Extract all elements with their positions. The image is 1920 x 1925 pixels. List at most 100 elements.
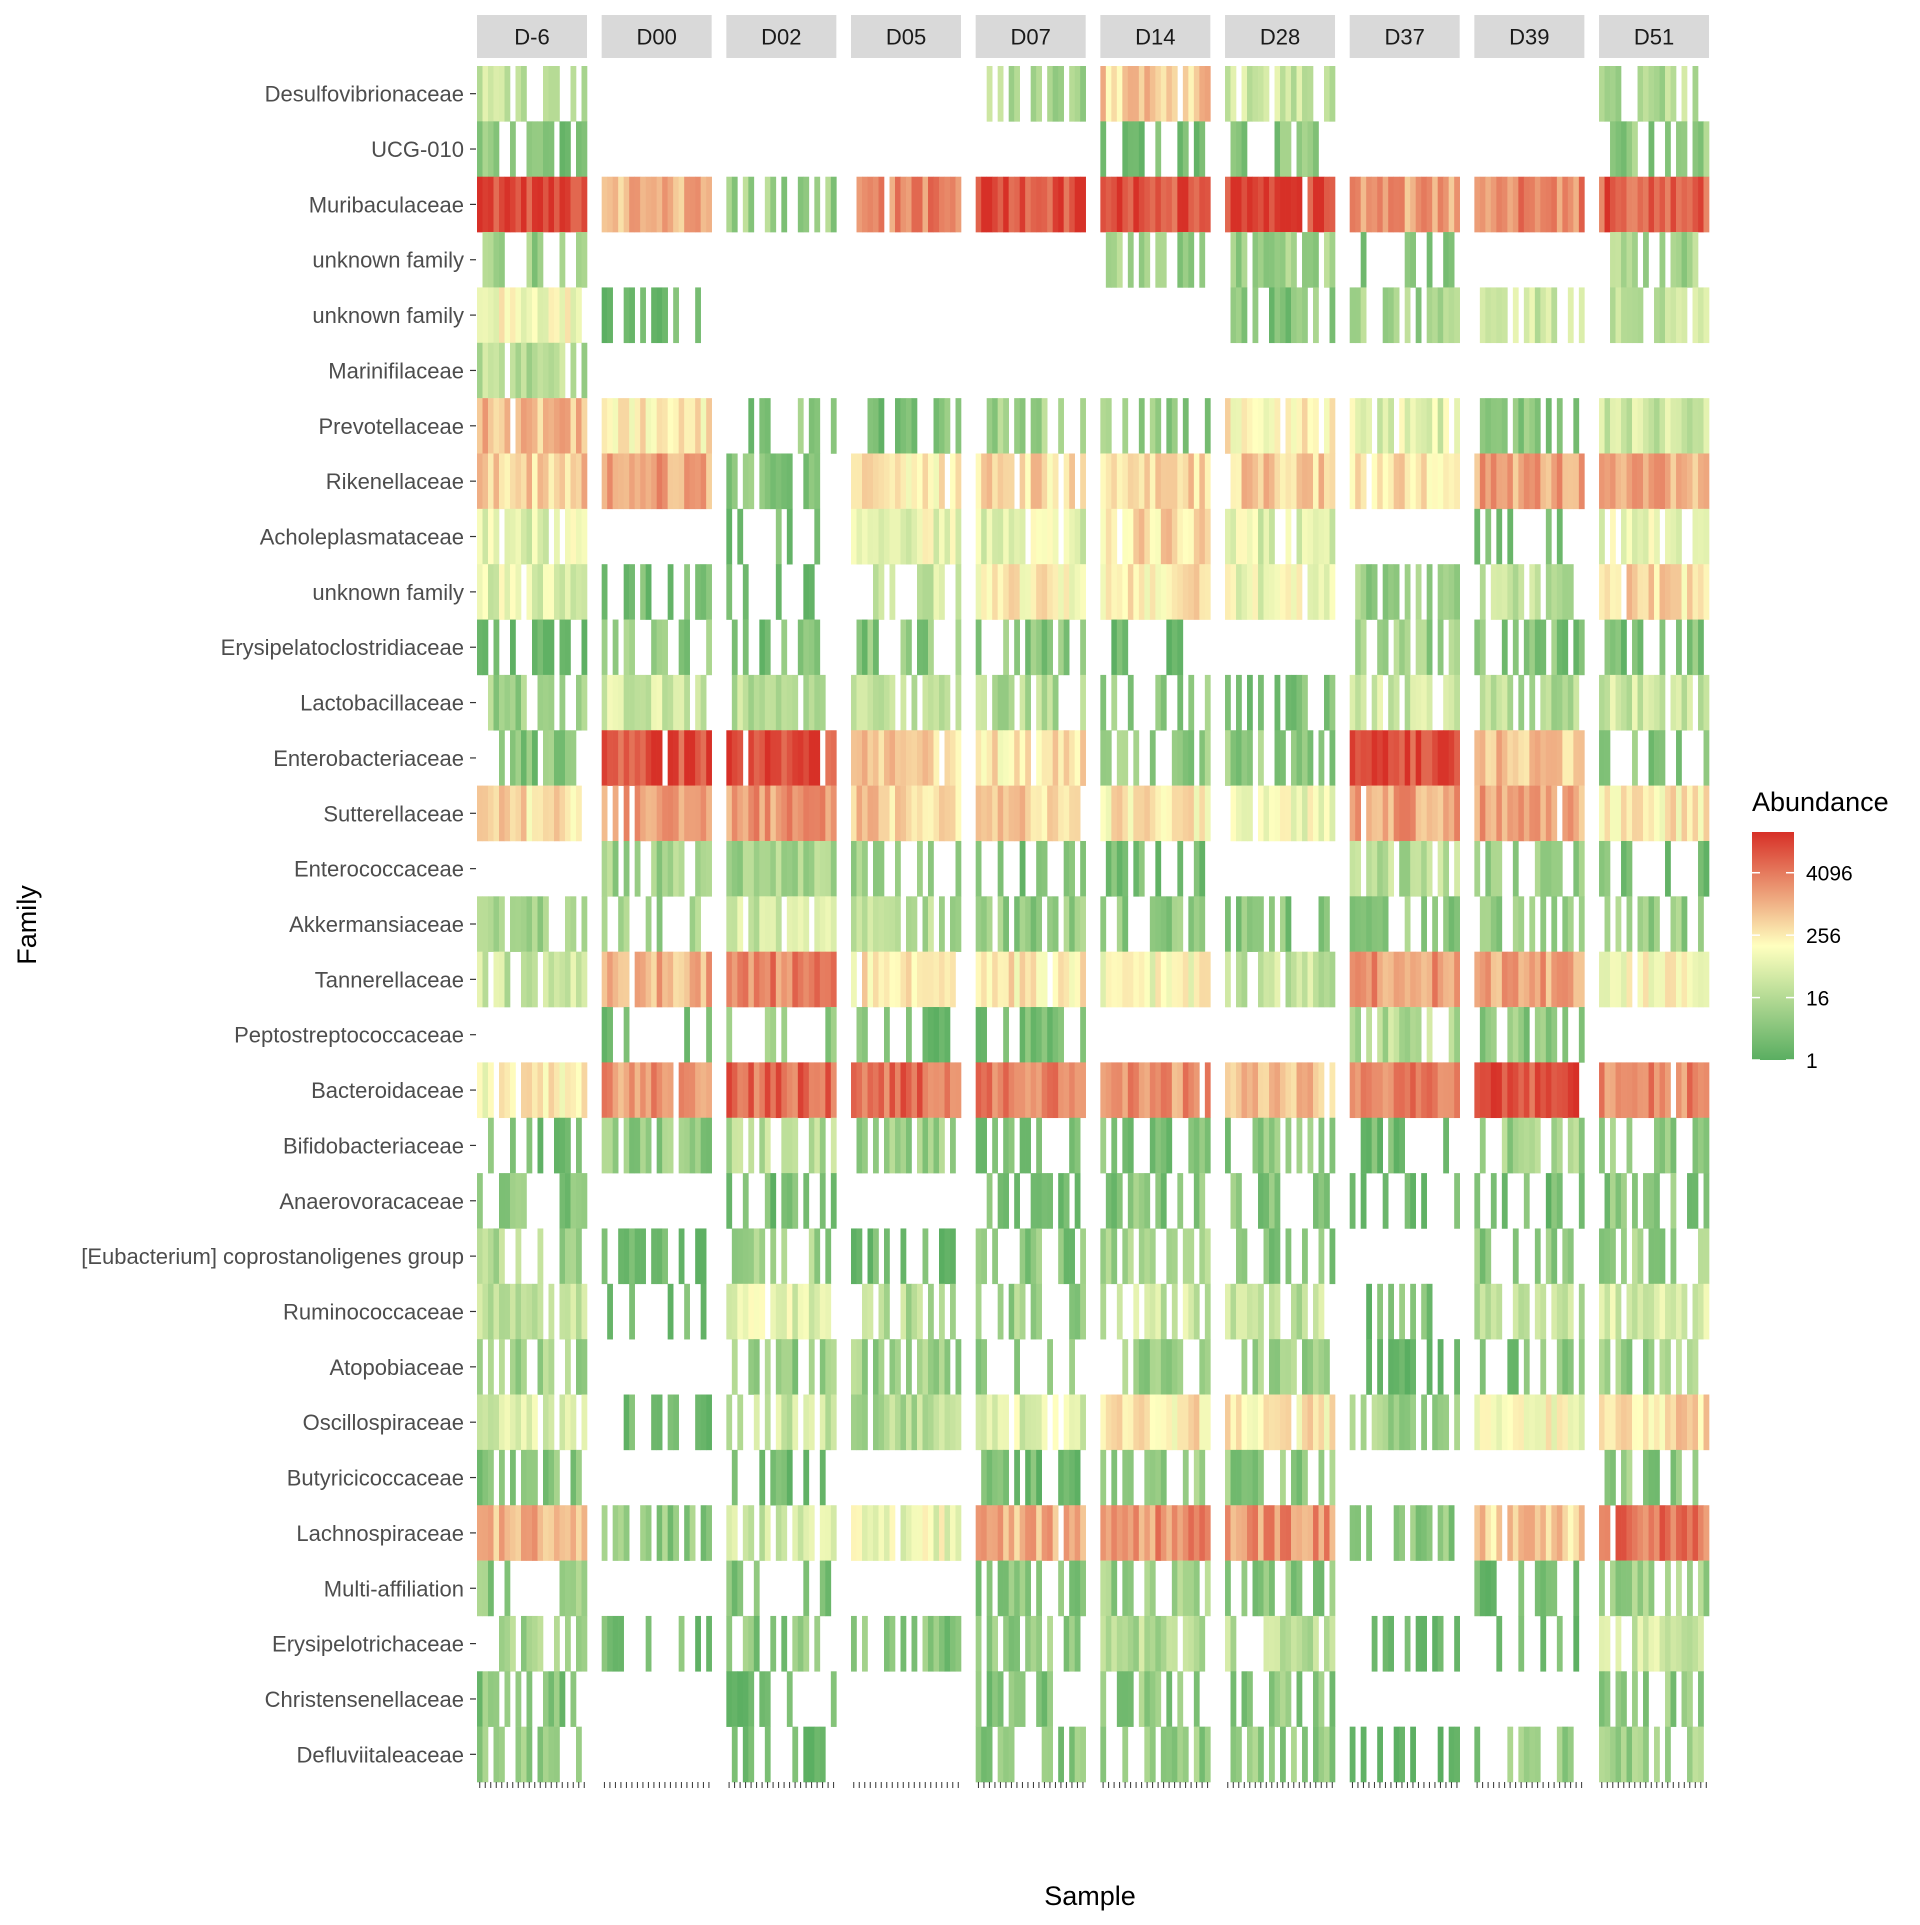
heatmap-cell (814, 896, 821, 952)
heatmap-cell (1258, 564, 1264, 620)
heatmap-cell (601, 287, 608, 344)
heatmap-cell (1355, 896, 1361, 952)
heatmap-cell (1285, 1228, 1292, 1285)
heatmap-cell (1263, 564, 1270, 620)
heatmap-cell (1437, 951, 1444, 1008)
heatmap-cell (1269, 1283, 1275, 1340)
heatmap-cell (1263, 398, 1270, 454)
heatmap-cell (1074, 730, 1081, 786)
heatmap-cell (607, 1283, 613, 1340)
heatmap-cell (928, 1339, 934, 1395)
heatmap-cell (559, 453, 566, 510)
heatmap-cell (1177, 1671, 1184, 1727)
heatmap-cell (1329, 508, 1336, 565)
heatmap-cell (576, 1505, 582, 1561)
heatmap-cell (629, 176, 635, 233)
heatmap-cell (1296, 674, 1303, 731)
heatmap-cell (510, 1062, 516, 1119)
heatmap-cell (678, 674, 685, 731)
heatmap-cell (862, 730, 868, 786)
heatmap-cell (1534, 176, 1541, 233)
heatmap-cell (1562, 1505, 1569, 1561)
heatmap-cell (543, 398, 549, 454)
heatmap-cell (645, 176, 652, 233)
heatmap-cell (1003, 1394, 1009, 1451)
heatmap-cell (1382, 785, 1389, 842)
heatmap-cell (684, 453, 690, 510)
heatmap-cell (917, 1394, 923, 1451)
heatmap-cell (1111, 1117, 1118, 1174)
heatmap-cell (1063, 508, 1070, 565)
heatmap-cell (1122, 951, 1129, 1008)
heatmap-cell (1036, 564, 1042, 620)
heatmap-cell (1659, 398, 1666, 454)
heatmap-cell (939, 398, 945, 454)
heatmap-cell (742, 1505, 749, 1561)
heatmap-cell (1501, 398, 1508, 454)
heatmap-cell (1512, 1228, 1519, 1285)
heatmap-cell (770, 730, 777, 786)
heatmap-cell (1302, 1228, 1308, 1285)
heatmap-cell (1654, 398, 1660, 454)
heatmap-cell (851, 1394, 857, 1451)
heatmap-cell (554, 66, 560, 122)
heatmap-cell (1399, 176, 1405, 233)
heatmap-cell (559, 1228, 566, 1285)
heatmap-cell (1366, 1283, 1372, 1340)
heatmap-cell (786, 1671, 793, 1727)
heatmap-cell (1421, 1615, 1427, 1672)
heatmap-cell (1432, 785, 1438, 842)
heatmap-cell (1003, 1560, 1009, 1617)
heatmap-cell (955, 508, 962, 565)
heatmap-cell (1127, 674, 1134, 731)
heatmap-cell (808, 1283, 815, 1340)
heatmap-cell (1063, 840, 1070, 897)
heatmap-cell (1512, 287, 1519, 344)
heatmap-cell (1258, 1283, 1264, 1340)
legend-tick-label: 256 (1806, 925, 1841, 948)
heatmap-cell (1507, 1062, 1514, 1119)
heatmap-cell (1670, 453, 1677, 510)
heatmap-cell (1551, 1560, 1558, 1617)
heatmap-cell (640, 1228, 646, 1285)
heatmap-cell (1393, 1007, 1400, 1063)
heatmap-cell (700, 1394, 707, 1451)
heatmap-cell (645, 785, 652, 842)
heatmap-cell (726, 1615, 733, 1672)
heatmap-cell (1252, 287, 1259, 344)
heatmap-cell (889, 564, 896, 620)
heatmap-cell (477, 1505, 483, 1561)
heatmap-cell (917, 785, 923, 842)
heatmap-cell (521, 453, 527, 510)
heatmap-cell (1610, 1394, 1616, 1451)
heatmap-cell (1448, 176, 1455, 233)
heatmap-cell (1230, 1283, 1237, 1340)
heatmap-cell (775, 951, 782, 1008)
heatmap-cell (1632, 674, 1638, 731)
heatmap-cell (1182, 1615, 1189, 1672)
heatmap-cell (726, 840, 733, 897)
heatmap-cell (1080, 66, 1086, 122)
heatmap-cell (830, 1671, 837, 1727)
heatmap-cell (814, 619, 821, 676)
heatmap-cell (706, 730, 712, 786)
heatmap-cell (1003, 564, 1009, 620)
heatmap-cell (1366, 840, 1372, 897)
heatmap-cell (1599, 1671, 1605, 1727)
heatmap-cell (1512, 1339, 1519, 1395)
heatmap-cell (1307, 176, 1314, 233)
heatmap-cell (1415, 674, 1422, 731)
heatmap-cell (950, 1283, 956, 1340)
heatmap-cell (1393, 785, 1400, 842)
heatmap-cell (673, 1505, 679, 1561)
heatmap-cell (770, 453, 777, 510)
heatmap-cell (1349, 176, 1356, 233)
heatmap-cell (1318, 564, 1325, 620)
sample-axis (479, 1782, 1707, 1788)
heatmap-cell (1681, 1671, 1688, 1727)
heatmap-cell (1313, 785, 1319, 842)
heatmap-cell (1676, 619, 1682, 676)
heatmap-cell (543, 730, 549, 786)
heatmap-cell (1518, 1283, 1525, 1340)
heatmap-cell (1648, 1339, 1655, 1395)
